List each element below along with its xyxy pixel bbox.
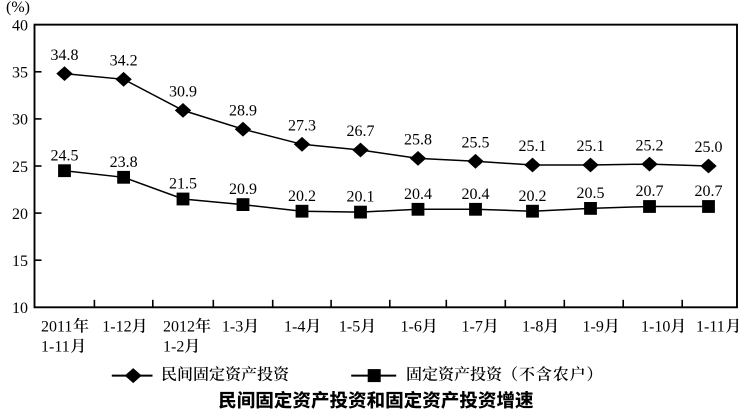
svg-text:20.5: 20.5	[577, 185, 605, 202]
svg-text:34.2: 34.2	[110, 53, 138, 70]
svg-text:25.1: 25.1	[519, 138, 547, 155]
svg-text:1-11: 1-11	[696, 319, 725, 336]
svg-text:30: 30	[12, 112, 28, 129]
svg-text:1-10: 1-10	[641, 319, 670, 336]
svg-text:30.9: 30.9	[169, 84, 197, 101]
svg-text:20.4: 20.4	[462, 186, 490, 203]
svg-text:1-12: 1-12	[102, 319, 131, 336]
svg-text:25.1: 25.1	[577, 138, 605, 155]
svg-text:27.3: 27.3	[288, 118, 316, 135]
svg-text:21.5: 21.5	[169, 176, 197, 193]
svg-text:25: 25	[12, 159, 28, 176]
svg-text:20.2: 20.2	[288, 188, 316, 205]
svg-text:35: 35	[12, 65, 28, 82]
svg-text:(%): (%)	[6, 0, 30, 16]
svg-text:1-2: 1-2	[163, 339, 184, 356]
svg-text:26.7: 26.7	[347, 123, 375, 140]
svg-text:20.9: 20.9	[229, 181, 257, 198]
svg-text:20: 20	[12, 206, 28, 223]
svg-text:1-4: 1-4	[284, 319, 305, 336]
svg-text:25.0: 25.0	[695, 139, 723, 156]
svg-text:24.5: 24.5	[51, 147, 79, 164]
svg-text:20.2: 20.2	[519, 188, 547, 205]
svg-text:10: 10	[12, 300, 28, 317]
svg-text:1-11: 1-11	[41, 339, 70, 356]
svg-text:34.8: 34.8	[51, 47, 79, 64]
svg-text:25.8: 25.8	[404, 132, 432, 149]
svg-text:2011: 2011	[41, 319, 72, 336]
svg-text:40: 40	[12, 17, 28, 34]
svg-text:23.8: 23.8	[110, 154, 138, 171]
svg-text:1-9: 1-9	[583, 319, 604, 336]
svg-text:1-3: 1-3	[222, 319, 243, 336]
svg-text:1-8: 1-8	[522, 319, 543, 336]
svg-text:1-6: 1-6	[401, 319, 422, 336]
svg-text:28.9: 28.9	[229, 102, 257, 119]
svg-text:15: 15	[12, 253, 28, 270]
svg-text:20.7: 20.7	[695, 183, 723, 200]
svg-text:1-5: 1-5	[339, 319, 360, 336]
svg-text:1-7: 1-7	[462, 319, 483, 336]
svg-text:20.1: 20.1	[347, 189, 375, 206]
svg-text:20.7: 20.7	[636, 183, 664, 200]
svg-text:2012: 2012	[163, 319, 195, 336]
svg-text:25.2: 25.2	[636, 137, 664, 154]
svg-text:20.4: 20.4	[404, 186, 432, 203]
svg-text:25.5: 25.5	[462, 135, 490, 152]
